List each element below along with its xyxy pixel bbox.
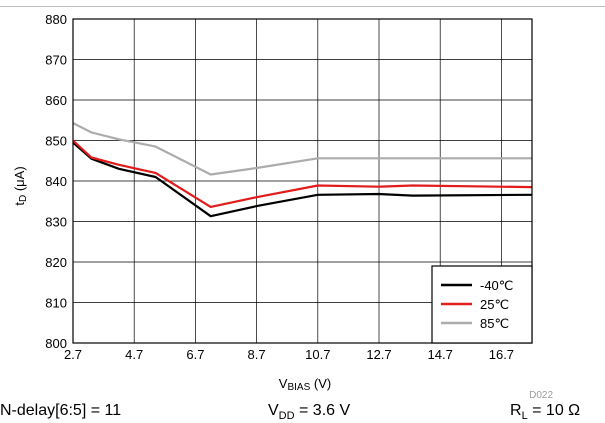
y-tick-labels: 800 810 820 830 840 850 860 870 880 bbox=[45, 12, 67, 351]
y-tick-label: 810 bbox=[45, 296, 67, 311]
legend: -40℃ 25℃ 85℃ bbox=[431, 265, 533, 344]
footer-ndelay: N-delay[6:5] = 11 bbox=[0, 402, 122, 419]
top-divider bbox=[0, 6, 605, 7]
y-tick-label: 880 bbox=[45, 12, 67, 27]
legend-label: 25℃ bbox=[480, 297, 509, 312]
x-tick-label: 10.7 bbox=[305, 347, 330, 362]
series-line-0 bbox=[72, 141, 533, 218]
y-tick-label: 820 bbox=[45, 255, 67, 270]
plot-border bbox=[72, 18, 533, 344]
y-tick-label: 840 bbox=[45, 174, 67, 189]
series-lines bbox=[72, 122, 533, 218]
x-tick-label: 12.7 bbox=[366, 347, 391, 362]
y-tick-label: 870 bbox=[45, 53, 67, 68]
x-axis-label: VBIAS (V) bbox=[279, 376, 331, 393]
legend-label: -40℃ bbox=[480, 278, 513, 293]
legend-label: 85℃ bbox=[480, 316, 509, 331]
y-tick-label: 860 bbox=[45, 93, 67, 108]
figure-code: D022 bbox=[529, 390, 553, 400]
footer-vdd: VDD = 3.6 V bbox=[268, 402, 351, 423]
y-tick-label: 800 bbox=[45, 336, 67, 351]
footer-rl: RL = 10 Ω bbox=[510, 402, 581, 423]
x-tick-label: 16.7 bbox=[489, 347, 514, 362]
x-tick-label: 4.7 bbox=[125, 347, 143, 362]
line-chart: 800 810 820 830 840 850 860 870 880 2.7 4.7 6.7 8.7… bbox=[12, 12, 553, 400]
x-tick-label: 2.7 bbox=[64, 347, 82, 362]
series-line-2 bbox=[72, 122, 532, 176]
x-tick-label: 6.7 bbox=[186, 347, 204, 362]
y-tick-label: 830 bbox=[45, 215, 67, 230]
series-line-1 bbox=[72, 139, 533, 208]
x-tick-label: 14.7 bbox=[428, 347, 453, 362]
y-axis-label: tD (μA) bbox=[12, 166, 29, 205]
x-tick-labels: 2.7 4.7 6.7 8.7 10.7 12.7 14.7 16.7 bbox=[64, 347, 514, 362]
y-tick-label: 850 bbox=[45, 134, 67, 149]
x-tick-label: 8.7 bbox=[248, 347, 266, 362]
